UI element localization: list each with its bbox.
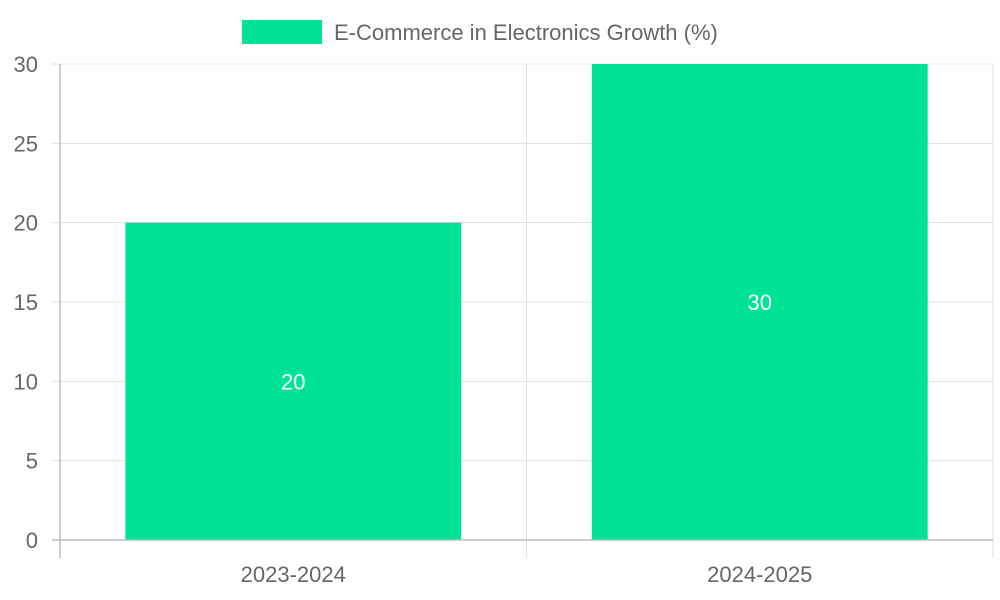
- legend[interactable]: E-Commerce in Electronics Growth (%): [242, 20, 718, 45]
- bar[interactable]: [591, 64, 928, 540]
- y-tick-label: 25: [14, 131, 38, 156]
- y-tick-label: 15: [14, 290, 38, 315]
- y-tick-label: 0: [26, 528, 38, 553]
- y-tick-label: 5: [26, 449, 38, 474]
- y-tick-label: 20: [14, 211, 38, 236]
- legend-label[interactable]: E-Commerce in Electronics Growth (%): [334, 20, 718, 45]
- legend-swatch[interactable]: [242, 20, 322, 44]
- bar-data-label: 20: [281, 369, 305, 394]
- axes: 0 5 10 15 20 25 30 2023-2024 2024-2025: [14, 52, 993, 587]
- x-tick-label: 2023-2024: [241, 562, 346, 587]
- x-tick-label: 2024-2025: [707, 562, 812, 587]
- y-tick-label: 30: [14, 52, 38, 77]
- bar-data-label: 30: [748, 290, 772, 315]
- y-tick-label: 10: [14, 369, 38, 394]
- bar[interactable]: [125, 222, 462, 540]
